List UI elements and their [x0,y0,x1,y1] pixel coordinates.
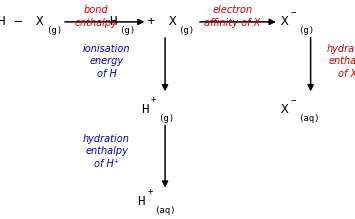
Text: X: X [36,15,44,28]
Text: +: + [140,15,162,28]
Text: −: − [291,95,296,104]
Text: +: + [151,95,156,104]
Text: ionisation
energy
of H: ionisation energy of H [83,44,130,79]
Text: (aq): (aq) [298,114,320,123]
Text: (g): (g) [179,26,195,35]
Text: (g): (g) [119,26,135,35]
Text: (g): (g) [158,114,174,123]
Text: (g): (g) [46,26,62,35]
Text: electron
affinity of X: electron affinity of X [204,5,261,28]
Text: hydration
enthalpy
of X⁻: hydration enthalpy of X⁻ [326,44,355,79]
Text: X: X [281,15,289,28]
Text: −: − [291,7,296,17]
Text: H: H [109,15,117,28]
Text: (g): (g) [298,26,314,35]
Text: H: H [138,195,145,208]
Text: H: H [141,103,148,116]
Text: +: + [147,187,153,196]
Text: bond
enthalpy: bond enthalpy [75,5,117,28]
Text: X: X [169,15,176,28]
Text: hydration
enthalpy
of H⁺: hydration enthalpy of H⁺ [83,134,130,168]
Text: –: – [7,15,29,28]
Text: H: H [0,15,5,28]
Text: X: X [282,103,289,116]
Text: (aq): (aq) [154,206,176,215]
